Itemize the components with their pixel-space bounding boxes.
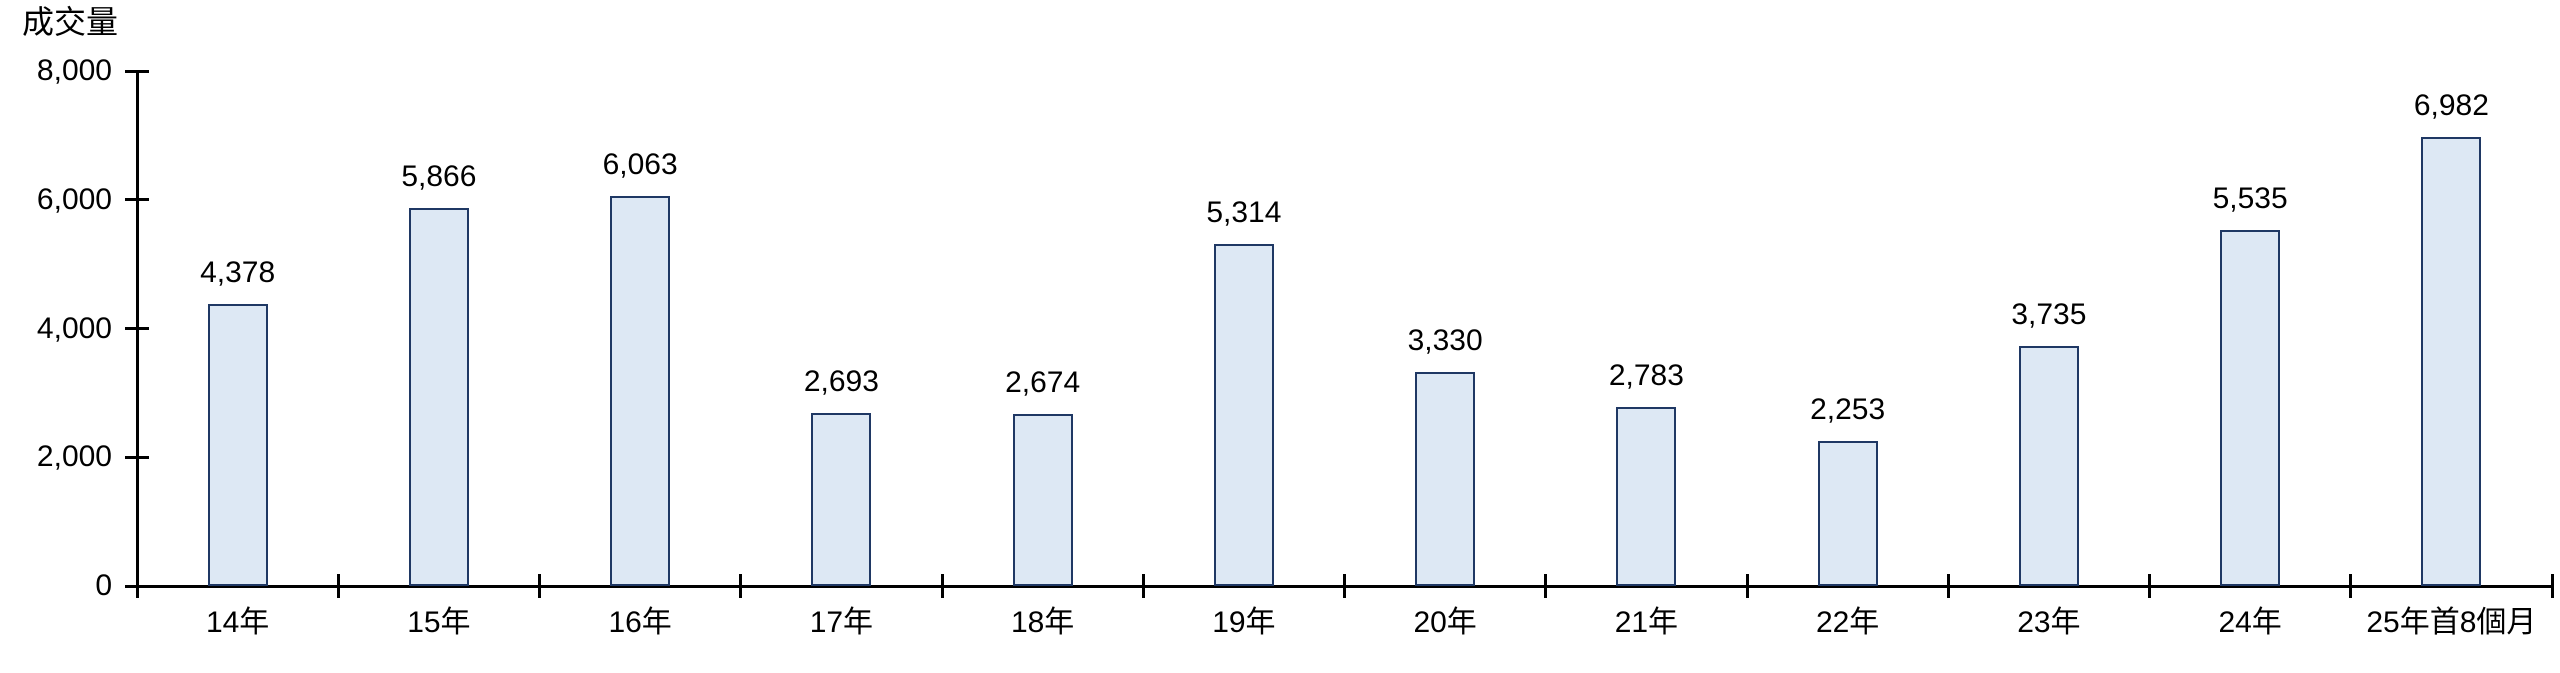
- bar: [1213, 243, 1274, 586]
- x-axis-label: 16年: [608, 606, 672, 639]
- bar: [811, 412, 872, 586]
- x-axis-tick: [336, 574, 340, 598]
- y-axis-tick-label: 2,000: [36, 440, 112, 474]
- x-axis-tick: [1544, 574, 1548, 598]
- y-axis-tick: [125, 69, 149, 73]
- x-axis-tick: [2148, 574, 2151, 598]
- x-axis-label: 24年: [2218, 606, 2282, 639]
- y-axis-tick: [125, 455, 149, 459]
- x-axis-label: 18年: [1010, 606, 1075, 639]
- y-axis-tick-label: 4,000: [36, 311, 112, 345]
- x-axis-label: 19年: [1212, 606, 1276, 639]
- x-axis-label: 22年: [1815, 606, 1880, 639]
- x-axis-label: 14年: [205, 606, 270, 639]
- bar-value-label: 2,674: [1005, 365, 1081, 399]
- bar: [1817, 440, 1878, 586]
- bar-value-label: 5,866: [401, 160, 477, 194]
- bar: [610, 195, 671, 586]
- bar: [1616, 406, 1677, 586]
- bar: [2421, 136, 2482, 586]
- x-axis-label: 25年首8個月: [2366, 606, 2537, 639]
- bar-value-label: 2,253: [1810, 392, 1886, 426]
- x-axis-tick: [2349, 574, 2353, 598]
- x-axis-tick: [538, 574, 541, 598]
- bar: [2018, 345, 2079, 586]
- bar-value-label: 6,982: [2413, 88, 2489, 122]
- x-axis-tick: [1946, 574, 1950, 598]
- x-axis-tick: [1343, 574, 1346, 598]
- bar-value-label: 5,535: [2212, 181, 2288, 215]
- x-axis-tick: [2550, 574, 2554, 598]
- x-axis-tick: [1141, 574, 1145, 598]
- bar-value-label: 5,314: [1206, 195, 1282, 229]
- x-axis-label: 20年: [1413, 606, 1477, 639]
- x-axis-tick: [739, 574, 743, 598]
- y-axis-tick: [125, 327, 149, 330]
- bar-value-label: 2,693: [803, 364, 879, 398]
- bar-value-label: 4,378: [200, 256, 276, 290]
- y-axis-tick-label: 8,000: [36, 54, 112, 87]
- x-axis-label: 21年: [1614, 606, 1679, 639]
- x-axis-tick: [135, 574, 139, 598]
- bar: [207, 304, 268, 586]
- x-axis-label: 17年: [809, 606, 874, 639]
- y-axis-title: 成交量: [22, 4, 119, 40]
- bar-value-label: 6,063: [602, 147, 678, 181]
- bar: [1415, 371, 1476, 586]
- y-axis-tick: [125, 198, 149, 202]
- x-axis-label: 23年: [2017, 606, 2081, 639]
- bar-value-label: 3,330: [1407, 323, 1483, 357]
- bar: [2220, 229, 2281, 586]
- y-axis-tick-label: 0: [95, 569, 112, 602]
- bar: [408, 208, 469, 586]
- bar: [1012, 413, 1073, 586]
- x-axis-tick: [940, 574, 944, 598]
- x-axis-tick: [1745, 574, 1749, 598]
- bar-value-label: 2,783: [1608, 358, 1684, 392]
- y-axis-tick-label: 6,000: [36, 182, 112, 216]
- bar-value-label: 3,735: [2011, 297, 2087, 331]
- x-axis-label: 15年: [407, 606, 471, 639]
